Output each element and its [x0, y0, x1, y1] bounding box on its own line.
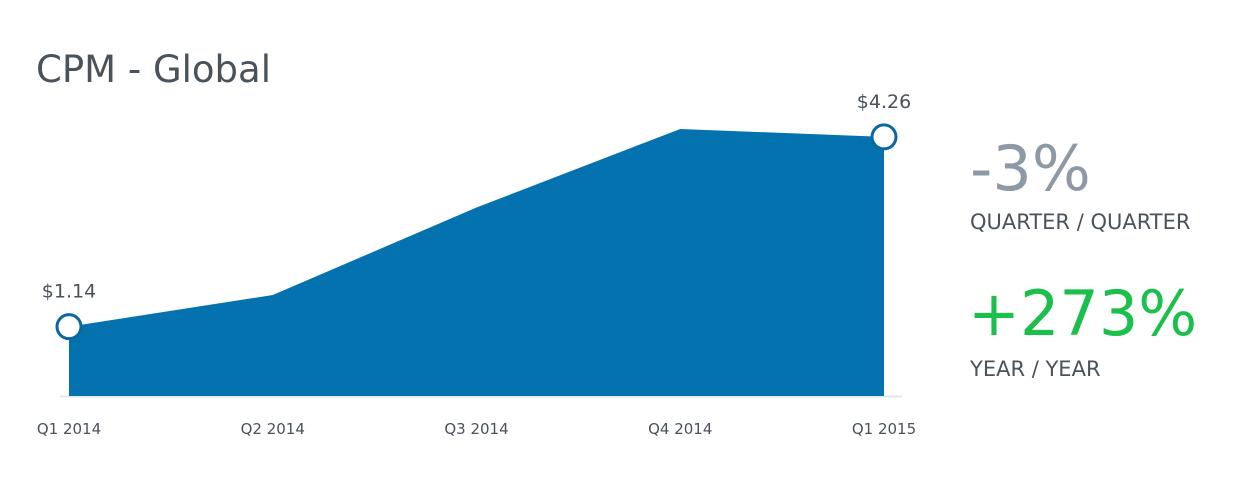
x-tick-label: Q4 2014	[648, 420, 712, 438]
x-tick-label: Q1 2014	[37, 420, 101, 438]
chart-title: CPM - Global	[36, 48, 271, 91]
x-tick-label: Q1 2015	[852, 420, 916, 438]
stat-value: -3%	[970, 132, 1091, 205]
stat-label: YEAR / YEAR	[969, 357, 1101, 381]
area	[69, 129, 884, 396]
point-marker	[55, 313, 83, 341]
x-tick-label: Q2 2014	[241, 420, 305, 438]
value-label: $4.26	[857, 91, 911, 113]
stat-label: QUARTER / QUARTER	[970, 210, 1190, 234]
value-label: $1.14	[42, 281, 96, 303]
x-tick-label: Q3 2014	[444, 420, 508, 438]
point-marker	[870, 123, 898, 151]
stat-value: +273%	[968, 277, 1197, 350]
